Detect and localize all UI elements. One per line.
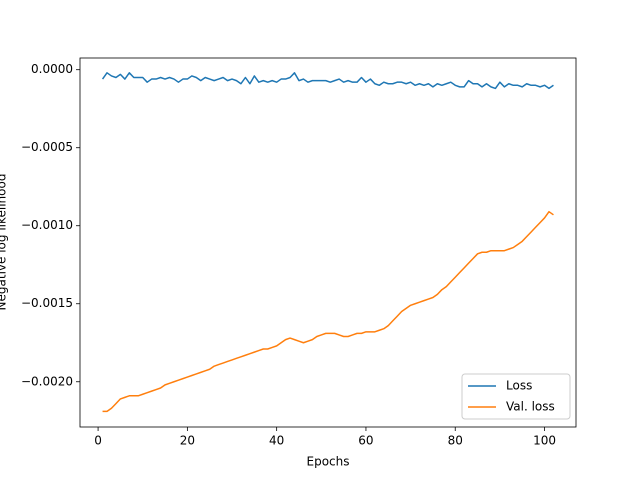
x-tick-label: 0 — [94, 434, 102, 448]
x-tick-label: 60 — [358, 434, 373, 448]
x-tick-label: 20 — [180, 434, 195, 448]
x-tick-label: 100 — [533, 434, 556, 448]
y-tick-label: 0.0000 — [31, 62, 73, 76]
x-axis-label: Epochs — [307, 455, 350, 469]
legend-label: Val. loss — [506, 400, 555, 414]
y-axis-label: Negative log likelihood — [0, 174, 9, 311]
data-line — [102, 210, 554, 413]
y-tick-label: −0.0015 — [21, 296, 73, 310]
axes-frame — [79, 57, 577, 428]
data-line — [101, 72, 554, 90]
y-tick-label: −0.0010 — [21, 218, 73, 232]
x-tick-label: 40 — [269, 434, 284, 448]
x-tick-label: 80 — [448, 434, 463, 448]
legend-label: Loss — [506, 379, 532, 393]
y-tick-label: −0.0005 — [21, 140, 73, 154]
y-tick-label: −0.0020 — [21, 374, 73, 388]
